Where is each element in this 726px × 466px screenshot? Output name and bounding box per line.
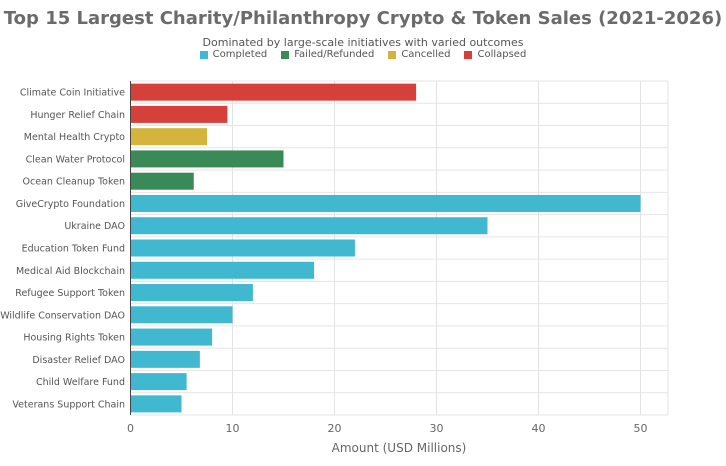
y-tick-label: Housing Rights Token — [23, 333, 125, 344]
y-tick-label: Mental Health Crypto — [24, 132, 125, 143]
legend-label: Collapsed — [477, 49, 527, 60]
y-tick-label: Education Token Fund — [22, 244, 125, 255]
bar — [130, 261, 315, 279]
y-tick-label: Ukraine DAO — [64, 221, 125, 232]
legend-item[interactable]: Cancelled — [388, 49, 450, 60]
bar — [130, 350, 200, 368]
y-tick-label: GiveCrypto Foundation — [16, 199, 125, 210]
bar — [130, 128, 207, 146]
x-axis-title: Amount (USD Millions) — [332, 441, 467, 455]
chart-subtitle: Dominated by large-scale initiatives wit… — [202, 36, 524, 49]
y-tick-label: Refugee Support Token — [15, 288, 125, 299]
x-tick-label: 40 — [532, 422, 546, 435]
bar — [130, 328, 213, 346]
y-tick-label: Child Welfare Fund — [36, 377, 125, 388]
bar — [130, 284, 253, 302]
legend-label: Completed — [212, 49, 268, 60]
y-tick-label: Climate Coin Initiative — [20, 88, 125, 99]
legend: Completed Failed/Refunded Cancelled Collaps… — [0, 49, 726, 60]
bar — [130, 83, 417, 101]
bar — [130, 395, 182, 413]
chart-title: Top 15 Largest Charity/Philanthropy Cryp… — [3, 8, 723, 29]
y-tick-label: Wildlife Conservation DAO — [0, 310, 125, 321]
x-tick-label: 20 — [328, 422, 342, 435]
legend-item[interactable]: Failed/Refunded — [281, 49, 374, 60]
legend-swatch — [199, 50, 208, 59]
bar — [130, 172, 194, 190]
y-tick-label: Hunger Relief Chain — [30, 110, 125, 121]
bar — [130, 306, 233, 324]
x-tick-label: 0 — [127, 422, 134, 435]
legend-item[interactable]: Completed — [199, 49, 268, 60]
bar — [130, 373, 187, 391]
x-tick-label: 30 — [430, 422, 444, 435]
bar — [130, 217, 488, 235]
legend-item[interactable]: Collapsed — [464, 49, 526, 60]
legend-swatch — [464, 50, 473, 59]
y-tick-label: Ocean Cleanup Token — [23, 177, 125, 188]
legend-swatch — [281, 50, 290, 59]
y-tick-label: Medical Aid Blockchain — [16, 266, 125, 277]
y-tick-label: Disaster Relief DAO — [32, 355, 125, 366]
y-tick-label: Veterans Support Chain — [12, 399, 125, 410]
legend-swatch — [388, 50, 397, 59]
y-tick-label: Clean Water Protocol — [26, 154, 125, 165]
x-tick-label: 50 — [634, 422, 648, 435]
bar — [130, 105, 228, 123]
legend-label: Cancelled — [401, 49, 451, 60]
x-tick-label: 10 — [226, 422, 240, 435]
bar — [130, 150, 284, 168]
legend-label: Failed/Refunded — [294, 49, 375, 60]
bar — [130, 239, 355, 257]
bar — [130, 194, 641, 212]
